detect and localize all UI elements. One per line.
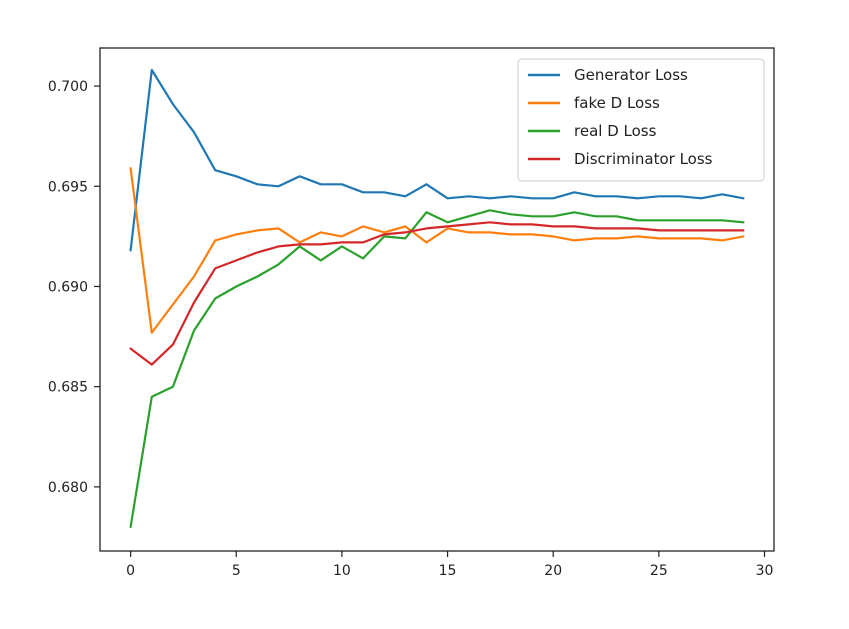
x-tick-label: 15	[439, 563, 457, 579]
legend-label: real D Loss	[574, 122, 657, 140]
legend-box	[517, 58, 765, 182]
x-tick-label: 10	[333, 563, 351, 579]
series-layer	[129, 68, 745, 529]
y-axis: 0.680 0.685 0.690 0.695 0.700	[48, 79, 100, 496]
series-line-discriminator-loss	[129, 221, 745, 366]
series-line-real-d-loss	[129, 209, 745, 529]
x-tick-label: 0	[126, 563, 135, 579]
x-tick-label: 30	[756, 563, 774, 579]
x-axis: 0 5 10 15 20 25 30	[126, 551, 773, 579]
legend-label: fake D Loss	[574, 94, 660, 112]
series-line-fake-d-loss	[129, 167, 745, 334]
y-tick-label: 0.690	[48, 279, 88, 295]
plot-frame	[99, 47, 775, 552]
x-tick-label: 5	[232, 563, 241, 579]
x-tick-label: 25	[650, 563, 668, 579]
y-tick-label: 0.680	[48, 480, 88, 496]
y-tick-label: 0.695	[48, 179, 88, 195]
y-tick-label: 0.700	[48, 79, 88, 95]
legend-label: Discriminator Loss	[574, 150, 713, 168]
x-tick-label: 20	[544, 563, 562, 579]
legend: Generator Loss fake D Loss real D Loss Disc…	[517, 58, 765, 182]
legend-label: Generator Loss	[574, 66, 688, 84]
series-line-generator-loss	[129, 68, 745, 252]
y-tick-label: 0.685	[48, 380, 88, 396]
